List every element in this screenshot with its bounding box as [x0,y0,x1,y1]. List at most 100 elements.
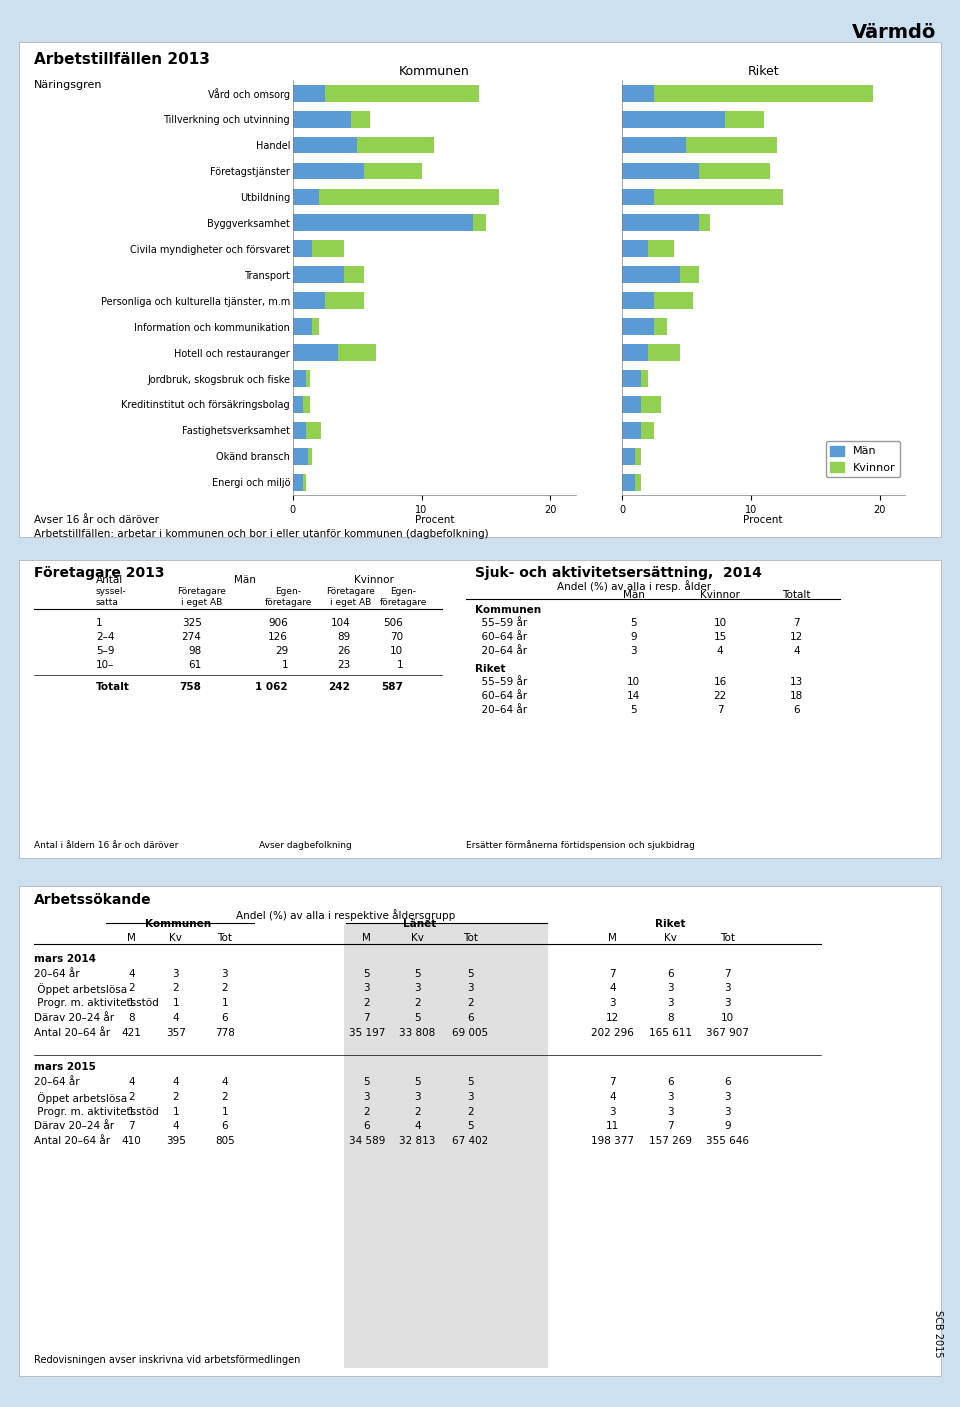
Text: 4: 4 [610,983,615,993]
Text: Arbetstillfällen 2013: Arbetstillfällen 2013 [34,52,209,68]
Text: Riket: Riket [475,664,506,674]
Text: 23: 23 [337,660,350,670]
Text: Länet: Länet [403,919,436,929]
Text: Sjuk- och aktivitetsersättning,  2014: Sjuk- och aktivitetsersättning, 2014 [475,566,762,580]
Text: 20–64 år: 20–64 år [34,1078,80,1088]
Bar [635,474,641,491]
Text: Kvinnor: Kvinnor [700,590,740,599]
Text: 2: 2 [173,983,179,993]
Text: 8: 8 [667,1013,673,1023]
Text: Företagare
i eget AB: Företagare i eget AB [326,587,374,606]
Text: 6: 6 [667,1078,673,1088]
Text: 2: 2 [468,999,473,1009]
Text: mars 2015: mars 2015 [34,1062,95,1072]
Text: 758: 758 [180,682,202,692]
Text: Antal i åldern 16 år och däröver: Antal i åldern 16 år och däröver [34,841,178,850]
Bar [655,84,873,101]
Bar [622,84,655,101]
Bar [325,293,364,310]
Text: 1: 1 [396,660,403,670]
Bar [622,345,648,362]
Text: 7: 7 [129,1121,134,1131]
Bar [293,370,305,387]
Bar [686,136,777,153]
Bar [655,293,693,310]
Text: 4: 4 [173,1121,179,1131]
Bar [293,111,350,128]
Text: 506: 506 [383,618,403,628]
Text: 26: 26 [337,646,350,656]
Text: 3: 3 [610,1106,615,1117]
Bar [622,395,641,412]
Text: Riket: Riket [655,919,685,929]
Text: 70: 70 [390,632,403,642]
Text: 367 907: 367 907 [707,1027,749,1038]
Text: Procent: Procent [415,515,455,525]
Text: 55–59 år: 55–59 år [475,677,527,687]
Bar [622,189,655,205]
Text: 2: 2 [222,983,228,993]
Text: 1 062: 1 062 [255,682,288,692]
Legend: Män, Kvinnor: Män, Kvinnor [826,442,900,477]
Text: 55–59 år: 55–59 år [475,618,527,628]
Bar [622,266,680,283]
Text: Tot: Tot [217,933,232,943]
Text: 1: 1 [173,1106,179,1117]
Text: 2: 2 [129,1092,134,1102]
Text: 395: 395 [166,1137,185,1147]
Text: 29: 29 [275,646,288,656]
Text: 357: 357 [166,1027,185,1038]
Text: 3: 3 [667,983,673,993]
Text: Värmdö: Värmdö [852,23,936,42]
Text: 805: 805 [215,1137,234,1147]
Bar [303,474,305,491]
Text: 6: 6 [468,1013,473,1023]
Bar [473,214,486,231]
Bar [293,422,305,439]
Text: Kommunen: Kommunen [146,919,211,929]
Text: Antal 20–64 år: Antal 20–64 år [34,1137,109,1147]
Bar [641,422,655,439]
Bar [622,447,635,464]
Text: Andel (%) av alla i respektive åldersgrupp: Andel (%) av alla i respektive åldersgru… [236,909,455,920]
Text: 3: 3 [468,1092,473,1102]
Text: 60–64 år: 60–64 år [475,632,527,642]
Text: 1: 1 [281,660,288,670]
Text: Därav 20–24 år: Därav 20–24 år [34,1013,113,1023]
Text: 6: 6 [794,705,800,715]
Text: 7: 7 [794,618,800,628]
Bar [725,111,764,128]
Text: 15: 15 [713,632,727,642]
Bar [635,447,641,464]
Text: 3: 3 [173,968,179,979]
Text: 7: 7 [667,1121,673,1131]
Text: Egen-
företagare: Egen- företagare [379,587,427,606]
Text: 20–64 år: 20–64 år [34,968,80,979]
Bar [641,370,648,387]
Text: Företagare 2013: Företagare 2013 [34,566,164,580]
Bar [312,318,319,335]
Bar [350,111,370,128]
Bar [648,241,674,257]
Text: Redovisningen avser inskrivna vid arbetsförmedlingen: Redovisningen avser inskrivna vid arbets… [34,1355,300,1365]
Text: Öppet arbetslösa: Öppet arbetslösa [34,983,127,995]
Text: Kv: Kv [169,933,182,943]
Text: 3: 3 [415,983,420,993]
Text: 5: 5 [631,705,636,715]
Bar [622,241,648,257]
Text: Kvinnor: Kvinnor [354,575,395,585]
Text: 16: 16 [713,677,727,687]
Text: 3: 3 [364,983,370,993]
Bar [319,189,499,205]
Text: Totalt: Totalt [782,590,811,599]
Bar [293,345,338,362]
Text: 3: 3 [725,1106,731,1117]
Text: Företagare
i eget AB: Företagare i eget AB [178,587,226,606]
Bar [655,189,783,205]
Text: 1: 1 [222,999,228,1009]
Text: 33 808: 33 808 [399,1027,436,1038]
Text: 67 402: 67 402 [452,1137,489,1147]
Text: Ersätter förmånerna förtidspension och sjukbidrag: Ersätter förmånerna förtidspension och s… [466,840,694,850]
Text: 10: 10 [721,1013,734,1023]
Text: 421: 421 [122,1027,141,1038]
